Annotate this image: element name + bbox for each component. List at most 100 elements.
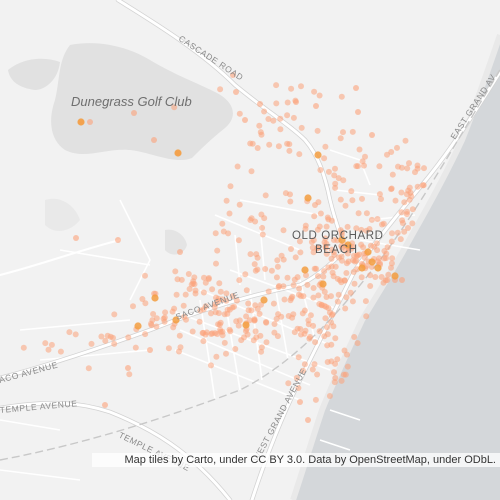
data-point	[321, 268, 328, 275]
data-point	[212, 309, 219, 316]
data-point	[328, 358, 335, 365]
data-point	[130, 303, 136, 310]
data-point	[221, 339, 228, 346]
data-point	[42, 340, 49, 347]
data-point	[358, 264, 366, 272]
data-point	[338, 236, 346, 244]
data-point	[273, 274, 280, 281]
data-point	[324, 342, 331, 349]
data-point	[235, 237, 242, 244]
data-point	[340, 129, 346, 136]
data-point	[293, 99, 299, 105]
data-point	[314, 151, 322, 159]
data-point	[185, 271, 192, 277]
data-point	[405, 225, 411, 231]
data-point	[253, 251, 260, 258]
data-point	[208, 331, 215, 337]
data-point	[273, 82, 280, 89]
data-point	[301, 266, 309, 274]
data-point	[256, 310, 263, 317]
data-point	[66, 329, 73, 336]
data-point	[369, 132, 375, 138]
data-point	[258, 211, 265, 218]
data-point	[340, 371, 347, 378]
data-point	[266, 141, 273, 148]
data-point	[265, 288, 272, 295]
data-point	[419, 182, 426, 189]
data-point	[216, 321, 223, 328]
data-point	[235, 322, 242, 329]
data-point	[311, 361, 318, 368]
data-point	[304, 281, 311, 288]
data-point	[350, 269, 357, 275]
data-point	[274, 257, 281, 264]
data-point	[216, 280, 223, 287]
data-point	[325, 216, 332, 223]
data-point	[247, 251, 254, 258]
data-point	[314, 371, 321, 378]
data-point	[299, 310, 306, 317]
data-point	[282, 190, 289, 197]
data-point	[270, 117, 277, 124]
data-point	[353, 257, 360, 264]
data-point	[248, 307, 255, 314]
data-point	[291, 329, 298, 336]
data-point	[201, 274, 207, 281]
data-point	[331, 172, 338, 179]
data-point	[322, 235, 329, 242]
data-point	[321, 155, 328, 162]
data-point	[414, 183, 421, 190]
data-point	[351, 280, 358, 287]
data-point	[274, 333, 281, 340]
data-point	[368, 258, 376, 266]
data-point	[290, 114, 297, 121]
data-point	[139, 296, 146, 302]
data-point	[355, 210, 362, 217]
data-point	[262, 266, 269, 272]
data-point	[315, 199, 322, 206]
data-point	[281, 296, 288, 303]
data-point	[343, 294, 350, 301]
data-point	[231, 303, 237, 310]
data-point	[254, 145, 261, 151]
data-point	[274, 263, 281, 270]
data-point	[285, 380, 292, 387]
data-point	[354, 163, 361, 170]
data-point	[363, 313, 370, 320]
data-point	[388, 238, 395, 245]
data-point	[277, 115, 284, 122]
data-point	[374, 264, 382, 272]
data-point	[389, 230, 395, 237]
data-point	[334, 298, 341, 305]
data-point	[323, 303, 330, 310]
data-point	[331, 369, 337, 376]
data-point	[309, 366, 316, 373]
data-point	[342, 202, 349, 209]
data-point	[310, 237, 317, 244]
data-point	[284, 99, 291, 106]
data-point	[247, 217, 254, 223]
data-point	[404, 165, 411, 172]
data-point	[348, 188, 355, 195]
data-point	[326, 393, 333, 399]
railway	[0, 69, 500, 461]
data-point	[72, 331, 79, 338]
data-point	[322, 143, 329, 150]
data-point	[115, 237, 121, 243]
data-point	[349, 197, 356, 204]
data-point	[259, 224, 266, 231]
data-point	[273, 100, 280, 107]
data-point	[328, 263, 335, 270]
data-point	[172, 316, 180, 324]
data-point	[150, 311, 157, 317]
data-point	[213, 260, 219, 267]
data-point	[322, 315, 329, 322]
data-point	[403, 211, 410, 218]
data-point	[362, 298, 369, 305]
data-point	[226, 306, 233, 313]
data-point	[245, 300, 252, 307]
data-point	[161, 318, 168, 325]
data-point	[389, 255, 396, 262]
data-point	[176, 332, 183, 339]
